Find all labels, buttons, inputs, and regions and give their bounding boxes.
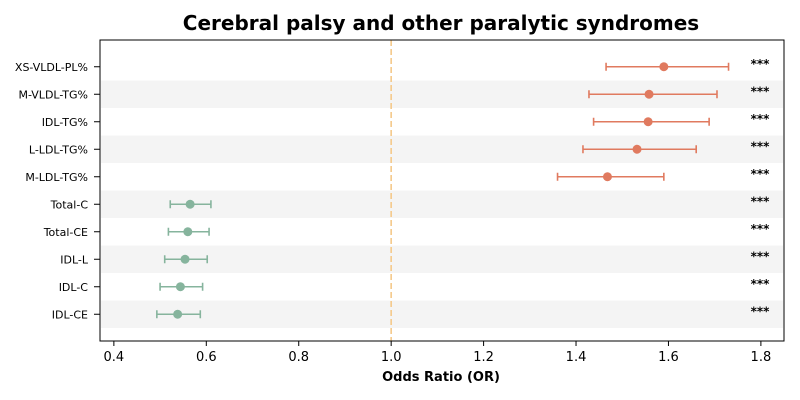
significance-label: *** bbox=[751, 167, 771, 181]
or-point bbox=[173, 309, 183, 319]
or-point bbox=[175, 282, 185, 292]
row-band bbox=[101, 245, 783, 273]
row-band bbox=[101, 300, 783, 328]
x-tick-label: 1.0 bbox=[381, 350, 402, 365]
x-axis: 0.4 0.6 0.8 1.0 1.2 1.4 1.6 1.8 bbox=[104, 341, 772, 365]
chart-title: Cerebral palsy and other paralytic syndr… bbox=[183, 11, 699, 35]
or-point bbox=[602, 172, 612, 182]
x-tick-label: 0.8 bbox=[288, 350, 309, 365]
significance-label: *** bbox=[751, 277, 771, 291]
or-point bbox=[183, 227, 193, 237]
x-tick-label: 1.2 bbox=[473, 350, 494, 365]
row-label: Total-C bbox=[50, 198, 89, 211]
x-tick-label: 1.8 bbox=[751, 350, 772, 365]
or-point bbox=[643, 117, 653, 127]
significance-label: *** bbox=[751, 249, 771, 263]
data-rows: XS-VLDL-PL% *** M-VLDL-TG% *** IDL-TG% *** L-L… bbox=[15, 57, 770, 322]
plot-frame bbox=[99, 39, 785, 342]
x-tick-label: 0.4 bbox=[104, 350, 125, 365]
or-point bbox=[185, 199, 195, 209]
or-point bbox=[180, 254, 190, 264]
significance-label: *** bbox=[751, 304, 771, 318]
or-point bbox=[659, 62, 669, 72]
x-tick-label: 0.6 bbox=[196, 350, 217, 365]
row-label: M-VLDL-TG% bbox=[18, 88, 88, 101]
row-label: Total-CE bbox=[43, 226, 88, 239]
row-label: IDL-L bbox=[60, 253, 89, 266]
x-tick-label: 1.6 bbox=[658, 350, 679, 365]
significance-label: *** bbox=[751, 84, 771, 98]
row-label: IDL-CE bbox=[52, 308, 88, 321]
row-label: IDL-TG% bbox=[42, 116, 88, 129]
row-band bbox=[101, 190, 783, 218]
significance-label: *** bbox=[751, 139, 771, 153]
row-label: L-LDL-TG% bbox=[29, 143, 88, 156]
significance-label: *** bbox=[751, 57, 771, 71]
significance-label: *** bbox=[751, 222, 771, 236]
significance-label: *** bbox=[751, 112, 771, 126]
or-point bbox=[644, 89, 654, 99]
x-axis-label: Odds Ratio (OR) bbox=[382, 370, 500, 385]
x-tick-label: 1.4 bbox=[566, 350, 587, 365]
or-point bbox=[632, 144, 642, 154]
row-label: XS-VLDL-PL% bbox=[15, 61, 88, 74]
row-label: M-LDL-TG% bbox=[25, 171, 88, 184]
row-label: IDL-C bbox=[59, 281, 89, 294]
significance-label: *** bbox=[751, 194, 771, 208]
